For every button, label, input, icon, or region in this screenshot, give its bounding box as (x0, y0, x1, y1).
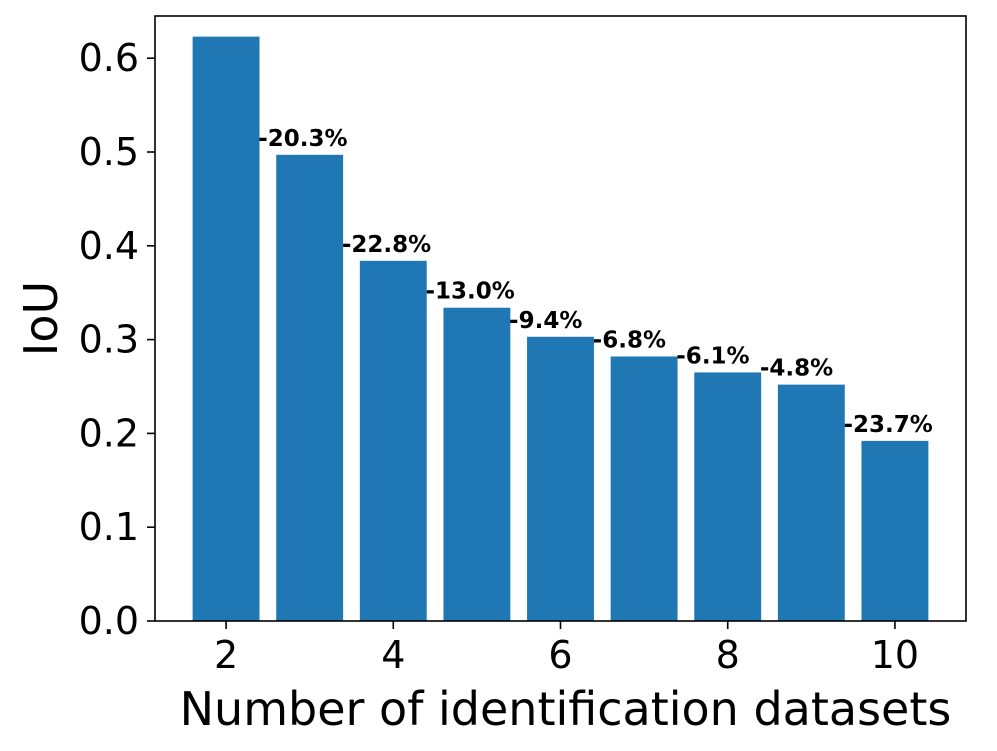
bar-7 (610, 356, 678, 621)
data-label-4: -22.8% (342, 232, 431, 258)
x-tick-label-10: 10 (871, 633, 919, 677)
bar-10 (861, 440, 929, 621)
data-labels-group: -20.3% -22.8% -13.0% -9.4% -6.8% -6.1% -4.8% -2… (258, 126, 933, 438)
bar-5 (443, 307, 511, 621)
data-label-9: -4.8% (760, 356, 833, 382)
y-tick-label-0.0: 0.0 (79, 599, 139, 643)
y-tick-label-0.4: 0.4 (79, 224, 139, 268)
y-tick-label-0.6: 0.6 (79, 36, 139, 80)
y-axis-label: IoU (14, 281, 68, 356)
data-label-5: -13.0% (425, 279, 514, 305)
x-tick-label-6: 6 (548, 633, 572, 677)
y-axis-ticks: 0.0 0.1 0.2 0.3 0.4 0.5 0.6 (79, 36, 155, 643)
y-tick-label-0.5: 0.5 (79, 130, 139, 174)
y-tick-label-0.2: 0.2 (79, 411, 139, 455)
data-label-6: -9.4% (509, 308, 582, 334)
bars-group (192, 36, 929, 621)
data-label-7: -6.8% (593, 327, 666, 353)
bar-2 (192, 36, 260, 621)
bar-6 (527, 336, 594, 621)
x-tick-label-2: 2 (214, 633, 238, 677)
x-tick-label-8: 8 (716, 633, 740, 677)
bar-8 (694, 372, 762, 621)
y-tick-label-0.3: 0.3 (79, 318, 139, 362)
bar-3 (276, 154, 344, 621)
x-axis-label: Number of identification datasets (180, 682, 952, 736)
y-tick-label-0.1: 0.1 (79, 505, 139, 549)
bar-9 (777, 384, 845, 621)
x-tick-label-4: 4 (381, 633, 405, 677)
bar-4 (359, 260, 427, 621)
x-axis-ticks: 2 4 6 8 10 (214, 621, 919, 677)
data-label-8: -6.1% (676, 343, 749, 369)
data-label-10: -23.7% (843, 412, 932, 438)
data-label-3: -20.3% (258, 126, 347, 152)
